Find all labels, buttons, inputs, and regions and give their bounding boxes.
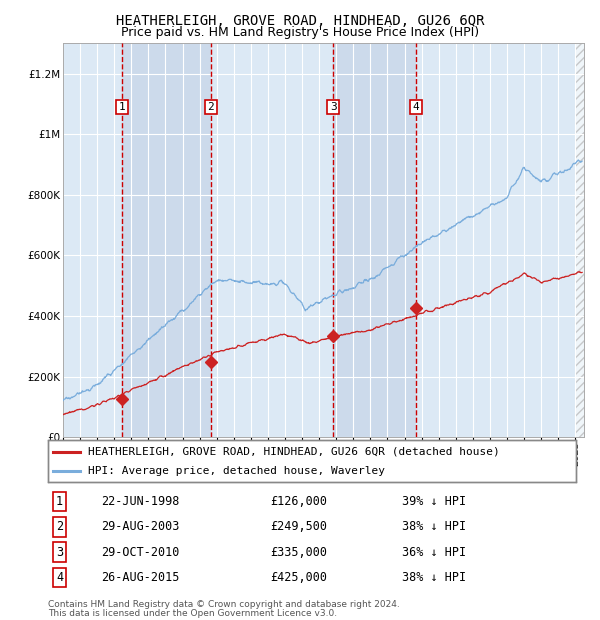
Text: 4: 4 <box>412 102 419 112</box>
Text: 3: 3 <box>56 546 63 559</box>
Bar <box>416 43 582 437</box>
Bar <box>211 43 334 437</box>
Text: 4: 4 <box>56 571 63 584</box>
Text: 1: 1 <box>56 495 63 508</box>
Text: HEATHERLEIGH, GROVE ROAD, HINDHEAD, GU26 6QR (detached house): HEATHERLEIGH, GROVE ROAD, HINDHEAD, GU26… <box>88 446 499 456</box>
Text: 2: 2 <box>208 102 214 112</box>
Text: 3: 3 <box>330 102 337 112</box>
Text: £425,000: £425,000 <box>270 571 327 584</box>
Text: Price paid vs. HM Land Registry's House Price Index (HPI): Price paid vs. HM Land Registry's House … <box>121 26 479 39</box>
Text: £126,000: £126,000 <box>270 495 327 508</box>
Bar <box>575 43 584 437</box>
Text: HEATHERLEIGH, GROVE ROAD, HINDHEAD, GU26 6QR: HEATHERLEIGH, GROVE ROAD, HINDHEAD, GU26… <box>116 14 484 28</box>
Bar <box>63 43 122 437</box>
Text: £249,500: £249,500 <box>270 520 327 533</box>
Bar <box>334 43 416 437</box>
Text: 38% ↓ HPI: 38% ↓ HPI <box>402 571 466 584</box>
Text: Contains HM Land Registry data © Crown copyright and database right 2024.: Contains HM Land Registry data © Crown c… <box>48 600 400 609</box>
Text: 22-JUN-1998: 22-JUN-1998 <box>101 495 179 508</box>
Text: 36% ↓ HPI: 36% ↓ HPI <box>402 546 466 559</box>
Text: HPI: Average price, detached house, Waverley: HPI: Average price, detached house, Wave… <box>88 466 385 476</box>
Text: 26-AUG-2015: 26-AUG-2015 <box>101 571 179 584</box>
Text: 29-AUG-2003: 29-AUG-2003 <box>101 520 179 533</box>
Text: £335,000: £335,000 <box>270 546 327 559</box>
Text: 39% ↓ HPI: 39% ↓ HPI <box>402 495 466 508</box>
Text: 38% ↓ HPI: 38% ↓ HPI <box>402 520 466 533</box>
Text: This data is licensed under the Open Government Licence v3.0.: This data is licensed under the Open Gov… <box>48 609 337 618</box>
Text: 29-OCT-2010: 29-OCT-2010 <box>101 546 179 559</box>
Bar <box>122 43 211 437</box>
Text: 2: 2 <box>56 520 63 533</box>
Text: 1: 1 <box>119 102 125 112</box>
